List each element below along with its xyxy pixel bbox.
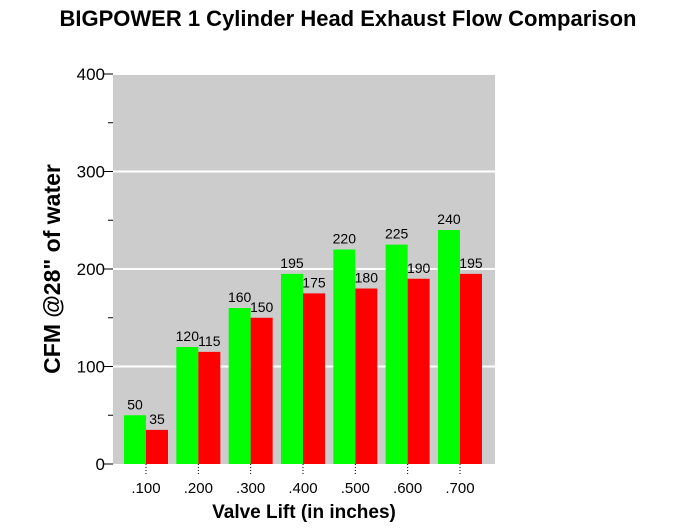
x-axis-title: Valve Lift (in inches) — [212, 502, 396, 523]
y-tick-label: 100 — [77, 358, 105, 377]
y-tick-label: 200 — [77, 260, 105, 279]
bar — [146, 429, 168, 464]
data-label: 195 — [459, 255, 483, 271]
bar — [437, 230, 460, 464]
data-label: 115 — [198, 333, 221, 349]
y-axis-title: CFM @28" of water — [39, 164, 65, 374]
chart-title: BIGPOWER 1 Cylinder Head Exhaust Flow Co… — [59, 6, 637, 31]
bar — [124, 415, 146, 464]
y-tick-label: 400 — [77, 65, 105, 84]
y-tick-label: 0 — [96, 455, 105, 474]
bar — [228, 308, 251, 464]
data-label: 160 — [228, 289, 252, 305]
bar — [385, 244, 408, 464]
x-axis: .100 .200 .300 .400 .500 .600 .700 — [131, 464, 475, 497]
x-tick-label: .700 — [445, 480, 474, 497]
bar — [302, 293, 325, 464]
x-tick-label: .400 — [288, 480, 317, 497]
bar — [176, 347, 199, 464]
data-label: 180 — [355, 270, 379, 286]
data-label: 190 — [407, 260, 431, 276]
bar — [459, 273, 482, 464]
bar — [355, 288, 378, 464]
data-label: 120 — [176, 328, 200, 344]
data-label: 220 — [333, 231, 357, 247]
data-label: 225 — [385, 226, 409, 242]
x-tick-label: .100 — [131, 480, 160, 497]
x-tick-label: .200 — [184, 480, 213, 497]
y-axis: 0 100 200 300 400 — [77, 65, 113, 474]
bar — [333, 249, 356, 464]
bar — [250, 317, 273, 464]
data-label: 175 — [302, 274, 326, 290]
data-label: 240 — [437, 211, 461, 227]
data-label: 50 — [127, 396, 143, 412]
bar — [198, 351, 221, 464]
y-tick-label: 300 — [77, 163, 105, 182]
x-tick-label: .600 — [393, 480, 422, 497]
x-tick-label: .500 — [341, 480, 370, 497]
data-label: 150 — [250, 299, 274, 315]
data-label: 35 — [149, 411, 165, 427]
bar — [280, 273, 303, 464]
data-label: 195 — [280, 255, 304, 271]
x-tick-label: .300 — [236, 480, 265, 497]
bar — [407, 278, 430, 464]
